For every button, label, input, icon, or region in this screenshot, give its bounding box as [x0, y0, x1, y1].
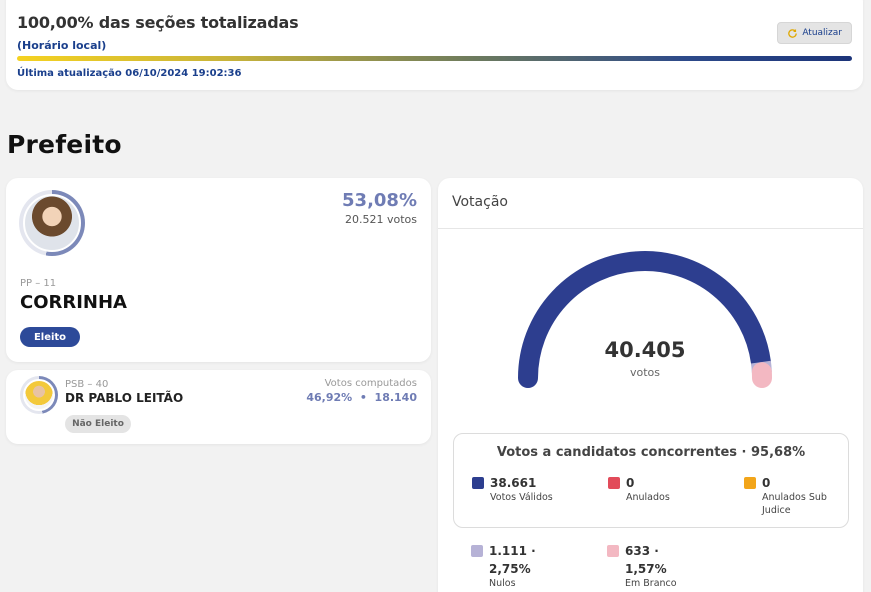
valid-votes-box: Votos a candidatos concorrentes · 95,68%…	[453, 433, 849, 528]
winner-votes: 20.521 votos	[345, 213, 417, 226]
votes-gauge	[518, 251, 773, 388]
refresh-icon	[788, 28, 798, 38]
status-card: 100,00% das seções totalizadas (Horário …	[6, 0, 863, 90]
stat-value-line2: 1,57%	[625, 562, 667, 576]
runner-up-party: PSB – 40	[65, 379, 109, 390]
refresh-label: Atualizar	[802, 28, 842, 38]
winner-candidate-card: 53,08% 20.521 votos PP – 11 CORRINHA Ele…	[6, 178, 431, 362]
candidate-avatar	[20, 376, 58, 414]
stat-label: Nulos	[489, 578, 516, 589]
winner-name: CORRINHA	[20, 292, 127, 313]
runner-up-name: DR PABLO LEITÃO	[65, 391, 184, 405]
candidate-avatar	[19, 190, 85, 256]
status-title: 100,00% das seções totalizadas	[17, 13, 299, 32]
section-title: Prefeito	[7, 130, 122, 159]
total-votes-label: votos	[629, 366, 660, 379]
refresh-button[interactable]: Atualizar	[777, 22, 852, 44]
local-time-label: (Horário local)	[17, 39, 107, 52]
voting-header: Votação	[452, 194, 508, 210]
not-elected-badge: Não Eleito	[65, 415, 131, 433]
computed-votes-label: Votos computados	[324, 378, 417, 389]
stat-label: Votos Válidos	[490, 492, 553, 503]
stat-value-line1: 1.111 ·	[489, 544, 536, 558]
legend-swatch	[744, 477, 756, 489]
stat-value-line2: 2,75%	[489, 562, 531, 576]
winner-percent: 53,08%	[342, 190, 417, 211]
stat-value: 0	[762, 476, 771, 490]
stat-label: Anulados Sub Judice	[762, 492, 827, 516]
last-update-label: Última atualização 06/10/2024 19:02:36	[17, 68, 242, 79]
computed-votes-value: 46,92% • 18.140	[306, 391, 417, 404]
stat-label: Em Branco	[625, 578, 677, 589]
stat-value: 0	[626, 476, 635, 490]
legend-swatch	[608, 477, 620, 489]
legend-swatch	[607, 545, 619, 557]
stat-value: 38.661	[490, 476, 537, 490]
legend-swatch	[472, 477, 484, 489]
stat-label: Anulados	[626, 492, 670, 503]
totalization-progress-bar	[17, 56, 852, 61]
gauge-valid-arc	[518, 251, 771, 388]
valid-votes-title: Votos a candidatos concorrentes · 95,68%	[496, 445, 806, 460]
total-votes: 40.405	[604, 338, 686, 362]
divider	[438, 228, 863, 229]
winner-party: PP – 11	[20, 278, 57, 289]
elected-badge: Eleito	[20, 327, 80, 347]
voting-card: Votação 40.405 votos Votos a candidatos …	[438, 178, 863, 592]
stat-value-line1: 633 ·	[625, 544, 659, 558]
legend-swatch	[471, 545, 483, 557]
runner-up-candidate-card: PSB – 40 DR PABLO LEITÃO Não Eleito Voto…	[6, 370, 431, 444]
